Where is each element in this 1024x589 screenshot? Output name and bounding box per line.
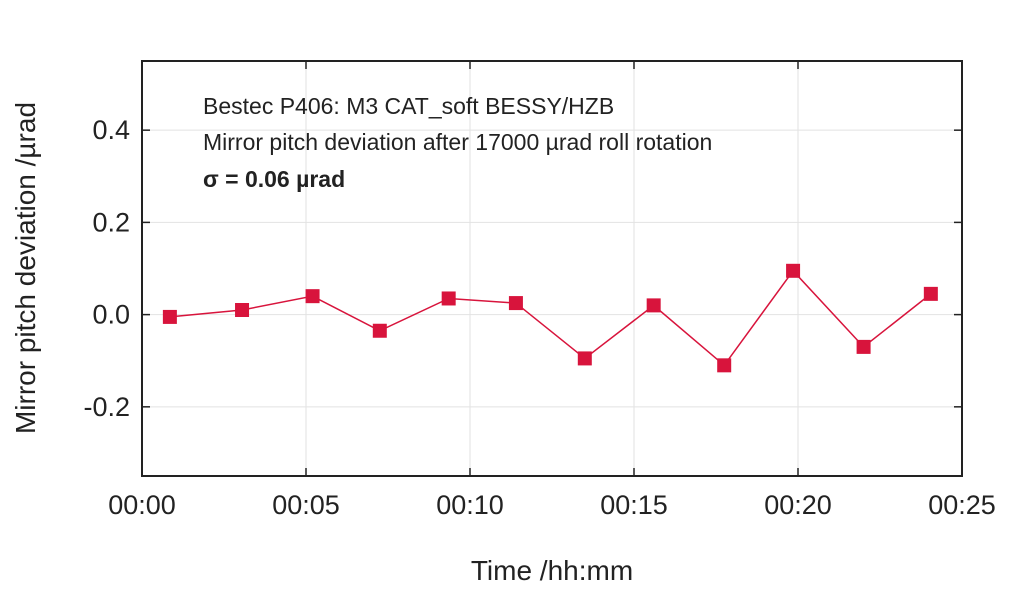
plot-frame xyxy=(141,60,963,477)
data-point-marker xyxy=(786,263,801,278)
data-point-marker xyxy=(441,291,456,306)
data-point-marker xyxy=(717,358,732,373)
x-tick-label: 00:15 xyxy=(600,490,668,520)
y-tick-label: 0.2 xyxy=(92,207,130,237)
y-tick-label: -0.2 xyxy=(83,392,130,422)
data-series xyxy=(162,263,938,373)
data-point-marker xyxy=(305,289,320,304)
data-point-marker xyxy=(235,303,250,317)
data-point-marker xyxy=(577,351,592,366)
x-tick-label: 00:10 xyxy=(436,490,504,520)
series-line xyxy=(169,269,932,367)
x-axis-title: Time /hh:mm xyxy=(471,555,633,586)
annotation-line-1: Bestec P406: M3 CAT_soft BESSY/HZB xyxy=(203,93,614,119)
y-tick-label: 0.0 xyxy=(92,300,130,330)
data-point-marker xyxy=(856,339,871,354)
data-point-marker xyxy=(646,298,661,313)
data-point-marker xyxy=(508,296,523,311)
annotation-sigma: σ = 0.06 µrad xyxy=(203,166,345,192)
annotation-line-2: Mirror pitch deviation after 17000 µrad … xyxy=(203,129,712,155)
data-point-marker xyxy=(923,286,938,301)
x-tick-label: 00:00 xyxy=(108,490,176,520)
x-tick-label: 00:25 xyxy=(928,490,996,520)
y-tick-label: 0.4 xyxy=(92,115,130,145)
axis-ticks: 00:00 00:05 00:10 00:15 00:20 00:25 -0.2 0.0 0.2… xyxy=(83,61,996,520)
y-axis-title: Mirror pitch deviation /µrad xyxy=(10,102,41,434)
x-tick-label: 00:05 xyxy=(272,490,340,520)
grid-lines xyxy=(141,61,963,476)
data-point-marker xyxy=(162,309,177,324)
x-tick-label: 00:20 xyxy=(764,490,832,520)
data-point-marker xyxy=(372,323,387,338)
